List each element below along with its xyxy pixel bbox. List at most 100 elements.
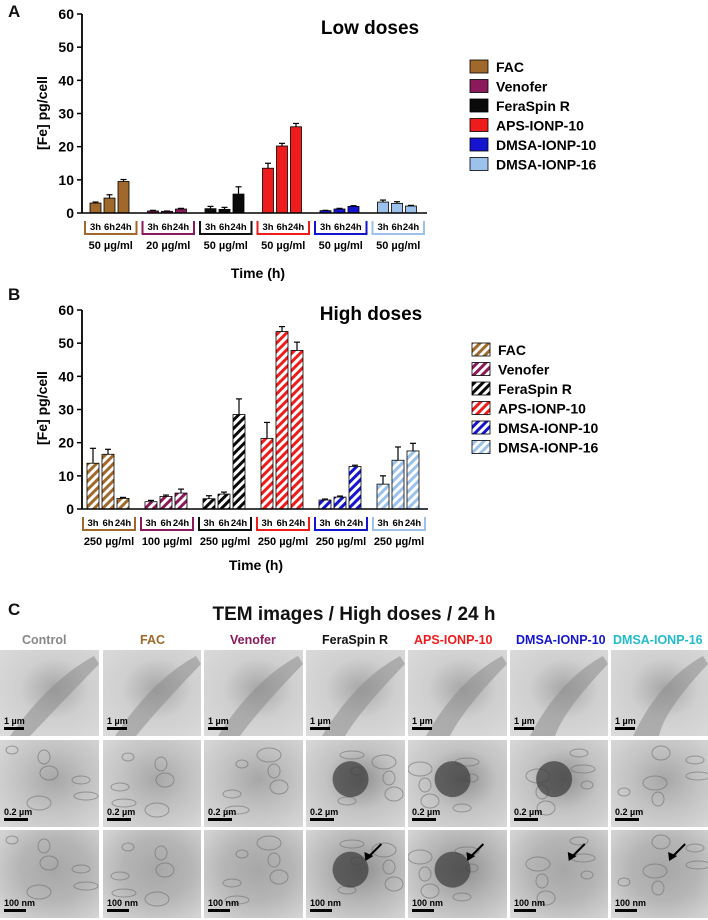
- scale-bar-label: 1 µm: [412, 716, 433, 726]
- group-bracket: [82, 517, 136, 531]
- scale-bar-label: 0.2 µm: [107, 807, 136, 817]
- tem-image-dmsa-ionp-16-row2: 0.2 µm: [611, 740, 708, 827]
- organelle: [382, 859, 396, 875]
- organelle: [536, 890, 556, 906]
- time-tick-label: 3h: [90, 222, 101, 233]
- y-tick-label: 30: [58, 402, 74, 418]
- time-tick-label: 6h: [276, 222, 287, 233]
- tem-image-dmsa-ionp-16-row3: 100 nm: [611, 830, 708, 918]
- time-tick-label: 3h: [205, 222, 216, 233]
- organelle: [371, 754, 397, 770]
- iron-deposit: [434, 851, 471, 888]
- organelle: [408, 761, 433, 777]
- bar-feraspin-r-24h: [232, 193, 245, 214]
- iron-deposit: [332, 761, 369, 798]
- organelle: [26, 884, 52, 900]
- organelle: [121, 752, 135, 762]
- time-tick-label: 24h: [288, 222, 305, 233]
- y-axis-label: [Fe] pg/cell: [34, 371, 50, 445]
- organelle: [452, 803, 472, 813]
- legend-label: APS-IONP-10: [496, 118, 584, 134]
- legend-label: FeraSpin R: [498, 381, 572, 397]
- scale-bar: [107, 727, 127, 730]
- tem-image-grid: 1 µm 0.2 µm 100 nm 1 µm 0.2 µm 100 nm 1 µm 0.2 …: [0, 650, 708, 920]
- bar-fac-6h: [103, 197, 116, 214]
- bar-fac-24h: [117, 181, 130, 214]
- tem-texture: [5, 745, 99, 811]
- scale-bar-label: 0.2 µm: [4, 807, 33, 817]
- scale-bar: [412, 909, 434, 912]
- y-tick-label: 20: [58, 139, 74, 155]
- organelle: [73, 791, 99, 801]
- organelle: [418, 777, 432, 793]
- tem-image-control-row2: 0.2 µm: [0, 740, 99, 827]
- group-bracket: [198, 517, 252, 531]
- legend-label: FAC: [498, 342, 526, 358]
- time-tick-label: 24h: [115, 222, 132, 233]
- scale-bar-label: 100 nm: [107, 898, 139, 908]
- tem-texture: [218, 656, 303, 736]
- time-tick-label: 6h: [392, 518, 403, 529]
- time-tick-label: 3h: [377, 518, 388, 529]
- organelle: [121, 842, 135, 852]
- dose-label: 250 µg/ml: [200, 536, 250, 548]
- organelle: [39, 765, 59, 781]
- y-tick-label: 40: [58, 72, 74, 88]
- organelle: [5, 835, 19, 845]
- legend-swatch: [469, 157, 489, 171]
- organelle: [420, 793, 440, 809]
- organelle: [224, 895, 250, 905]
- scale-bar: [514, 818, 538, 821]
- tem-texture: [617, 745, 708, 807]
- bar-dmsa-ionp-10-6h: [333, 496, 347, 510]
- tem-image-control-row3: 100 nm: [0, 830, 99, 918]
- time-tick-label: 6h: [391, 222, 402, 233]
- time-tick-label: 3h: [147, 222, 158, 233]
- cell-shape: [530, 656, 608, 736]
- chart-title: Low doses: [321, 18, 419, 39]
- organelle: [580, 870, 594, 880]
- tem-texture: [617, 834, 708, 896]
- scale-bar-label: 1 µm: [208, 716, 229, 726]
- organelle: [73, 881, 99, 891]
- panel-label-c: C: [8, 600, 21, 619]
- scale-bar: [615, 727, 635, 730]
- organelle: [155, 862, 175, 878]
- time-tick-label: 24h: [173, 518, 190, 529]
- bar-aps-ionp-10-3h: [260, 437, 274, 510]
- bar-dmsa-ionp-16-3h: [377, 201, 389, 214]
- legend-swatch: [471, 381, 491, 396]
- arrow-head-icon: [364, 852, 374, 861]
- scale-bar: [514, 909, 536, 912]
- tem-col-label-dmsa-ionp-16: DMSA-IONP-16: [613, 633, 703, 647]
- bar-aps-ionp-10-6h: [275, 331, 289, 510]
- chart-title: High doses: [320, 304, 422, 325]
- organelle: [144, 891, 170, 907]
- iron-deposit: [434, 761, 471, 798]
- tem-image-dmsa-ionp-10-row2: 0.2 µm: [510, 740, 608, 827]
- time-tick-label: 24h: [345, 222, 362, 233]
- tem-image-aps-ionp-10-row2: 0.2 µm: [408, 740, 507, 827]
- legend-label: DMSA-IONP-10: [498, 420, 599, 436]
- cell-shape: [115, 656, 201, 736]
- tem-texture: [408, 757, 480, 813]
- scale-bar-label: 0.2 µm: [412, 807, 441, 817]
- y-tick-label: 30: [58, 106, 74, 122]
- scale-bar: [208, 909, 230, 912]
- arrow-head-icon: [668, 852, 678, 861]
- organelle: [224, 805, 250, 815]
- organelle: [154, 845, 168, 861]
- bar-aps-ionp-10-3h: [262, 167, 274, 214]
- tem-image-dmsa-ionp-16-row1: 1 µm: [611, 650, 708, 736]
- time-tick-label: 24h: [289, 518, 306, 529]
- legend-label: DMSA-IONP-16: [496, 157, 597, 173]
- organelle: [685, 860, 708, 870]
- tem-texture: [633, 656, 708, 736]
- tem-texture: [426, 656, 507, 736]
- tem-image-feraspin-row2: 0.2 µm: [306, 740, 405, 827]
- scale-bar: [310, 818, 334, 821]
- panel-label-b: B: [8, 285, 21, 304]
- organelle: [269, 869, 289, 885]
- tem-texture: [10, 656, 99, 736]
- organelle: [222, 789, 242, 799]
